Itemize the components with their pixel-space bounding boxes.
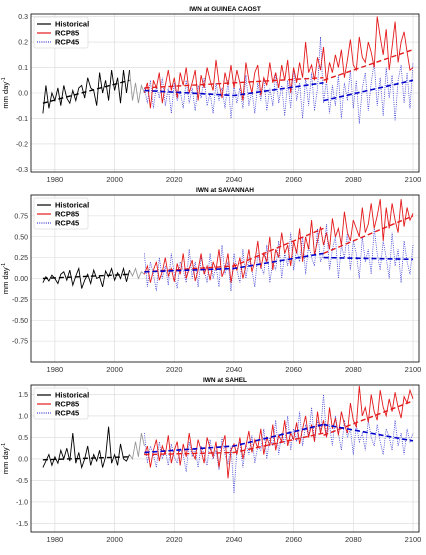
y-tick-label: 0.50 (14, 234, 28, 241)
series-connector-line (129, 432, 145, 461)
y-tick-label: 0.0 (18, 456, 28, 463)
x-tick-label: 2060 (285, 365, 302, 374)
rcp45-late-trend-line (323, 423, 414, 442)
x-tick-label: 2000 (106, 175, 123, 184)
x-tick-label: 2020 (166, 535, 183, 544)
y-tick-label: 0.25 (14, 255, 28, 262)
legend-box (33, 16, 89, 49)
x-tick-label: 2020 (166, 175, 183, 184)
x-tick-label: 2040 (226, 365, 243, 374)
rcp85-trend-line (144, 432, 324, 456)
series-rcp45-line (144, 394, 414, 494)
y-tick-label: -1.0 (16, 499, 28, 506)
rcp45-late-trend-line (323, 256, 414, 261)
rcp45-late-trend-line (323, 79, 414, 102)
y-tick-label: 0.1 (18, 65, 28, 72)
y-tick-label: -0.5 (16, 478, 28, 485)
y-tick-label: 0.0 (18, 91, 28, 98)
x-tick-label: 1980 (47, 365, 64, 374)
historical-trend-line (42, 456, 130, 461)
x-tick-label: 2040 (226, 535, 243, 544)
legend-box (33, 387, 89, 420)
x-tick-label: 2060 (285, 175, 302, 184)
x-tick-label: 2000 (106, 365, 123, 374)
x-tick-label: 2060 (285, 535, 302, 544)
y-tick-label: -0.75 (12, 339, 28, 346)
x-tick-label: 2100 (405, 365, 422, 374)
historical-trend-line (42, 79, 130, 104)
y-tick-label: 0.5 (18, 435, 28, 442)
y-tick-label: 1.0 (18, 413, 28, 420)
y-tick-label: -0.25 (12, 297, 28, 304)
legend-label-rcp85: RCP85 (55, 400, 79, 409)
legend-label-historical: Historical (55, 391, 89, 400)
y-tick-label: -0.2 (16, 141, 28, 148)
chart-title: IWN at SAHEL (203, 377, 247, 384)
plot-frame (30, 13, 420, 173)
chart-title: IWN at SAVANNAH (196, 187, 254, 194)
rcp45-trend-line (144, 252, 324, 273)
x-tick-label: 1980 (47, 535, 64, 544)
y-tick-label: -0.50 (12, 318, 28, 325)
rcp85-late-trend-line (323, 215, 414, 255)
rcp45-trend-line (144, 82, 324, 97)
series-rcp45-line (144, 36, 414, 124)
plot-frame (30, 384, 420, 533)
legend-box (33, 197, 89, 230)
y-tick-label: 0.2 (18, 40, 28, 47)
y-tick-label: -0.3 (16, 167, 28, 174)
y-tick-label: -1.5 (16, 521, 28, 528)
y-tick-label: 0.75 (14, 213, 28, 220)
series-rcp45-line (144, 224, 414, 292)
legend-label-rcp45: RCP45 (55, 409, 79, 418)
y-tick-label: -0.1 (16, 116, 28, 123)
legend-label-rcp85: RCP85 (55, 29, 79, 38)
legend-label-historical: Historical (55, 201, 89, 210)
y-tick-label: 0.00 (14, 276, 28, 283)
y-tick-label: 1.5 (18, 392, 28, 399)
y-axis-label: mm day-1 (1, 77, 10, 108)
rcp45-trend-line (144, 423, 324, 454)
series-rcp85-line (143, 385, 414, 479)
x-tick-label: 2000 (106, 535, 123, 544)
x-tick-label: 2040 (226, 175, 243, 184)
y-tick-label: 0.3 (18, 14, 28, 21)
series-historical-line (42, 266, 130, 289)
chart-panel-3: IWN at SAHEL 1980 2000 2020 2040 2060 2080 2100… (1, 377, 421, 544)
legend-label-historical: Historical (55, 20, 89, 29)
x-tick-label: 1980 (47, 175, 64, 184)
legend-label-rcp45: RCP45 (55, 38, 79, 47)
x-tick-label: 2100 (405, 535, 422, 544)
x-tick-label: 2080 (345, 535, 362, 544)
legend-label-rcp85: RCP85 (55, 210, 79, 219)
rcp85-trend-line (144, 77, 324, 89)
historical-trend-line (42, 273, 130, 280)
x-tick-label: 2080 (345, 365, 362, 374)
series-connector-line (129, 70, 145, 104)
y-axis-label-superscript: -1 (1, 263, 7, 268)
chart-panel-1: IWN at GUINEA CAOST 1980 2000 2020 2040 2060 2… (1, 6, 421, 184)
x-tick-label: 2100 (405, 175, 422, 184)
chart-panel-2: IWN at SAVANNAH 1980 2000 2020 2040 2060 2080 2… (1, 187, 421, 374)
y-axis-label: mm day-1 (1, 263, 10, 294)
chart-title: IWN at GUINEA CAOST (189, 6, 261, 13)
series-connector-line (129, 267, 145, 280)
legend-label-rcp45: RCP45 (55, 219, 79, 228)
y-axis-label-superscript: -1 (1, 443, 7, 448)
x-tick-label: 2080 (345, 175, 362, 184)
series-historical-line (42, 70, 130, 114)
rcp85-trend-line (144, 227, 324, 273)
plot-frame (30, 194, 420, 363)
y-axis-label: mm day-1 (1, 443, 10, 474)
y-axis-label-superscript: -1 (1, 77, 7, 82)
x-tick-label: 2020 (166, 365, 183, 374)
series-historical-line (42, 426, 130, 470)
